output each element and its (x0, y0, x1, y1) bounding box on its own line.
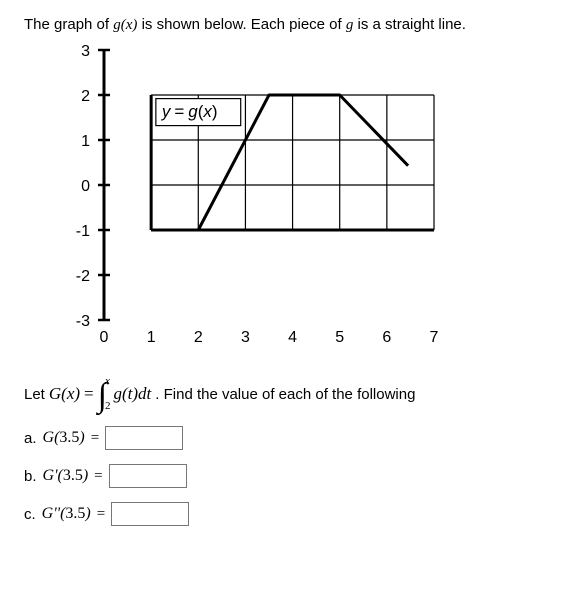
svg-text:6: 6 (382, 329, 391, 346)
prompt-mid: is shown below. Each piece of (137, 16, 345, 33)
part-c-expr: G''(3.5) (42, 505, 91, 523)
part-c-eq: = (97, 506, 105, 523)
svg-text:-1: -1 (76, 223, 90, 240)
prompt-text: The graph of g(x) is shown below. Each p… (24, 16, 562, 34)
svg-text:3: 3 (81, 44, 90, 60)
prompt-fn: g(x) (113, 17, 137, 33)
part-c: c. G''(3.5) = (24, 502, 562, 526)
question-suffix: . Find the value of each of the followin… (155, 386, 415, 403)
question-prefix: Let (24, 386, 45, 403)
part-b: b. G'(3.5) = (24, 464, 562, 488)
question-G: G(x) (49, 384, 80, 404)
svg-text:5: 5 (335, 329, 344, 346)
svg-text:2: 2 (81, 88, 90, 105)
prompt-prefix: The graph of (24, 16, 113, 33)
question-eq: = (84, 384, 94, 404)
part-a-input[interactable] (105, 426, 183, 450)
part-a-label: a. (24, 430, 37, 447)
part-a-eq: = (91, 430, 99, 447)
svg-text:0: 0 (81, 178, 90, 195)
part-c-input[interactable] (111, 502, 189, 526)
part-a-expr: G(3.5) (43, 429, 85, 447)
part-c-label: c. (24, 506, 36, 523)
integral: ∫ x 2 g(t)dt (98, 376, 152, 412)
chart-container: -3 -2 -1 0 1 2 3 0 1 2 3 4 5 6 7 y=g(x) (44, 44, 562, 358)
svg-text:y=g(x): y=g(x) (161, 102, 218, 121)
svg-text:-2: -2 (76, 268, 90, 285)
svg-text:2: 2 (194, 329, 203, 346)
integrand: g(t)dt (113, 384, 151, 404)
part-b-eq: = (94, 468, 102, 485)
svg-text:0: 0 (100, 329, 109, 346)
part-b-label: b. (24, 468, 37, 485)
svg-text:3: 3 (241, 329, 250, 346)
part-b-expr: G'(3.5) (43, 467, 89, 485)
chart-svg: -3 -2 -1 0 1 2 3 0 1 2 3 4 5 6 7 y=g(x) (44, 44, 444, 354)
integral-sign-icon: ∫ (98, 379, 107, 413)
question-line: Let G(x) = ∫ x 2 g(t)dt . Find the value… (24, 376, 562, 412)
svg-text:7: 7 (430, 329, 439, 346)
part-a: a. G(3.5) = (24, 426, 562, 450)
prompt-suffix: is a straight line. (353, 16, 466, 33)
svg-text:4: 4 (288, 329, 297, 346)
svg-text:-3: -3 (76, 313, 90, 330)
svg-text:1: 1 (81, 133, 90, 150)
svg-text:1: 1 (147, 329, 156, 346)
part-b-input[interactable] (109, 464, 187, 488)
